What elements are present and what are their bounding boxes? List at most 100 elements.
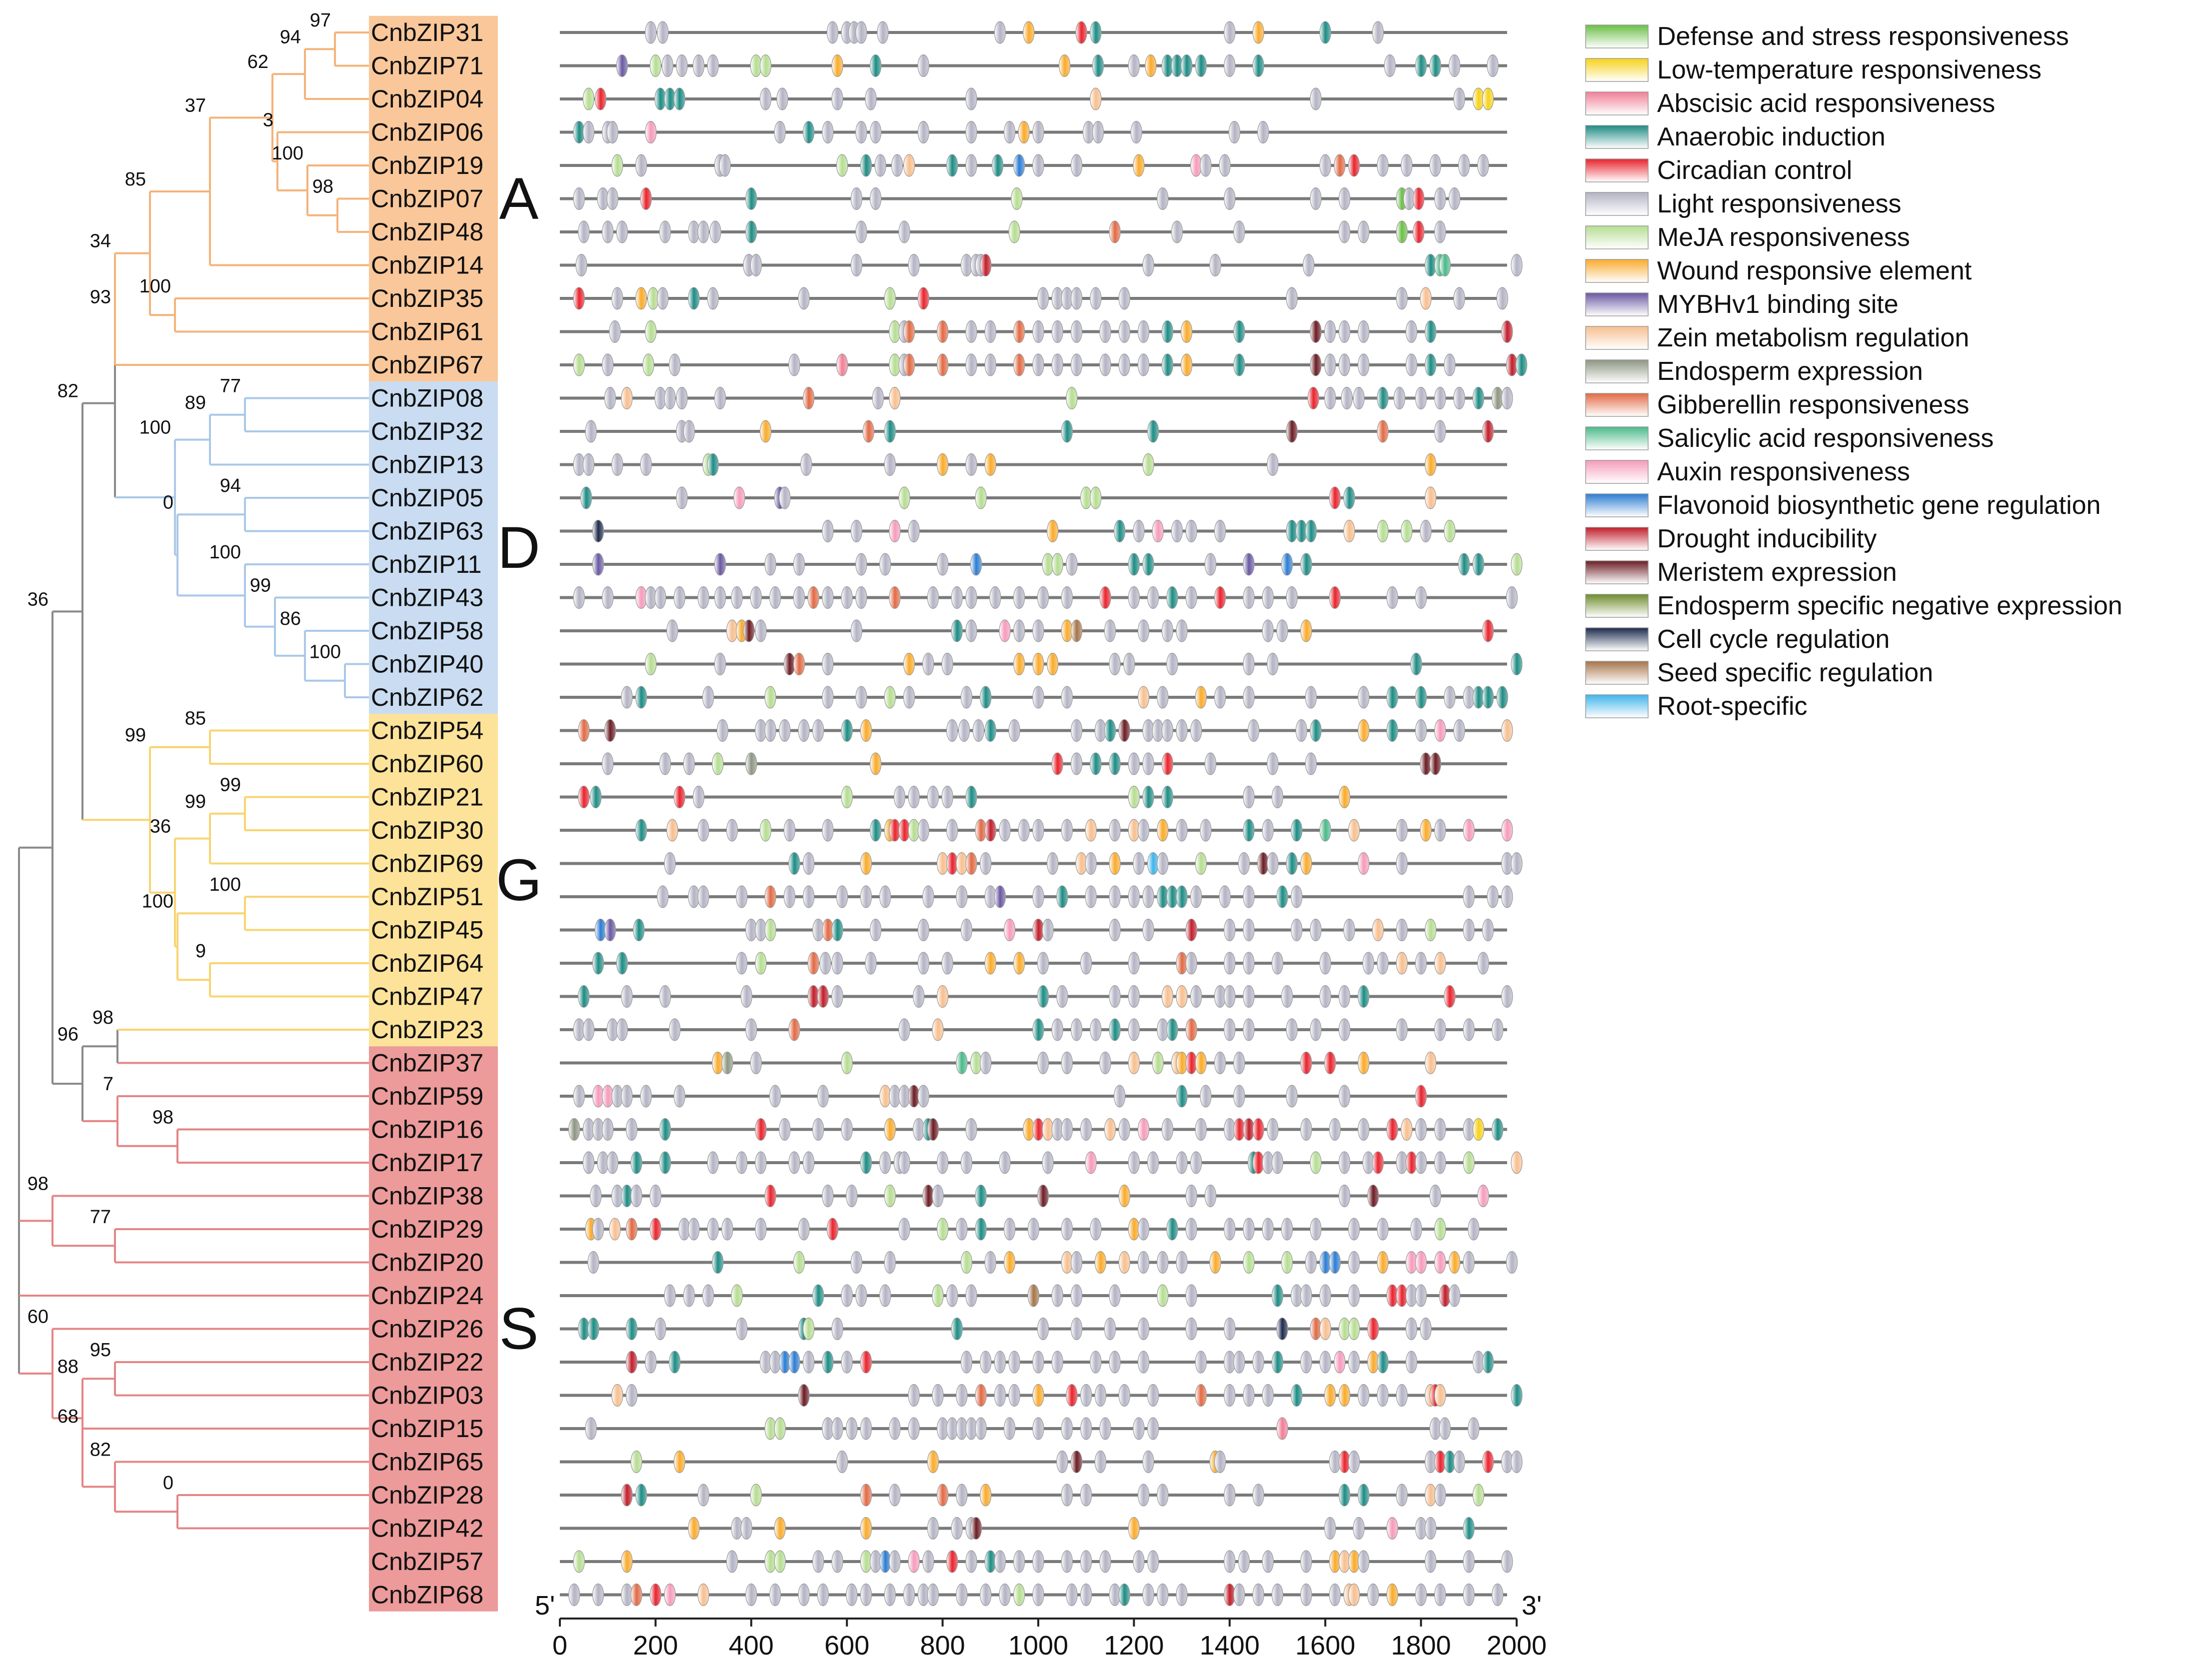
cis-element-mark <box>1310 320 1322 343</box>
cis-element-mark <box>1386 586 1398 609</box>
cis-element-mark <box>594 87 606 110</box>
cis-element-mark <box>1051 1018 1063 1041</box>
cis-element-mark <box>960 918 973 942</box>
cis-element-mark <box>1147 1417 1159 1440</box>
cis-element-mark <box>1348 1450 1360 1474</box>
cis-element-mark <box>1303 253 1315 277</box>
cis-element-mark <box>1157 1484 1169 1507</box>
cis-element-mark <box>625 1118 638 1141</box>
cis-element-mark <box>764 719 776 742</box>
cis-element-mark <box>1252 54 1264 77</box>
gene-label: CnbZIP21 <box>371 783 483 811</box>
cis-element-mark <box>688 287 700 310</box>
cis-element-mark <box>860 1151 872 1174</box>
cis-element-mark <box>1310 1018 1322 1041</box>
cis-element-mark <box>1114 1085 1126 1108</box>
cis-element-mark <box>1023 21 1035 44</box>
cis-element-mark <box>850 253 862 277</box>
cis-element-mark <box>1348 154 1360 177</box>
cis-element-mark <box>941 785 953 809</box>
cis-element-mark <box>1037 985 1049 1008</box>
cis-element-mark <box>1109 752 1121 775</box>
cis-element-mark <box>726 1550 738 1573</box>
cis-element-mark <box>1161 985 1173 1008</box>
cis-element-mark <box>836 154 848 177</box>
cis-element-mark <box>602 1118 614 1141</box>
cis-element-mark <box>1501 386 1513 410</box>
gene-label: CnbZIP11 <box>371 550 481 578</box>
cis-element-mark <box>1219 154 1231 177</box>
cis-element-mark <box>1338 1018 1351 1041</box>
cis-element-mark <box>712 752 724 775</box>
bootstrap-value: 93 <box>90 286 111 307</box>
cis-element-mark <box>645 320 657 343</box>
cis-element-mark <box>1271 785 1284 809</box>
cis-element-mark <box>1338 1151 1351 1174</box>
cis-element-mark <box>1243 985 1255 1008</box>
cis-element-mark <box>1147 1384 1159 1407</box>
cis-element-mark <box>1286 420 1298 443</box>
cis-element-mark <box>960 686 973 709</box>
cis-element-mark <box>1453 719 1465 742</box>
cis-element-mark <box>1032 353 1044 376</box>
gene-label: CnbZIP65 <box>371 1448 483 1476</box>
cis-element-mark <box>1118 1384 1130 1407</box>
gene-label: CnbZIP24 <box>371 1282 483 1310</box>
cis-element-mark <box>1286 287 1298 310</box>
axis-tick-label: 1000 <box>1008 1631 1068 1661</box>
cis-element-mark <box>707 453 719 476</box>
cis-element-mark <box>1099 320 1111 343</box>
cis-element-mark <box>1128 586 1140 609</box>
cis-element-mark <box>1204 752 1217 775</box>
cis-element-mark <box>1482 686 1494 709</box>
cis-element-mark <box>645 652 657 676</box>
cis-element-mark <box>1420 1317 1432 1341</box>
gene-label: CnbZIP61 <box>371 318 483 346</box>
gene-label: CnbZIP68 <box>371 1581 483 1609</box>
axis-tick-label: 400 <box>729 1631 774 1661</box>
gene-label: CnbZIP37 <box>371 1049 483 1077</box>
cis-element-mark <box>1080 1484 1092 1507</box>
cis-element-mark <box>573 287 585 310</box>
cis-element-mark <box>1319 1317 1331 1341</box>
cis-element-mark <box>1324 1384 1336 1407</box>
cis-element-mark <box>779 719 791 742</box>
cis-element-mark <box>1104 1317 1116 1341</box>
cis-element-mark <box>980 1351 992 1374</box>
axis-tick-label: 600 <box>824 1631 869 1661</box>
cis-element-mark <box>1492 1118 1504 1141</box>
cis-element-mark <box>1157 819 1169 842</box>
axis-tick-label: 1800 <box>1391 1631 1451 1661</box>
cis-element-mark <box>1448 1251 1461 1274</box>
cis-element-mark <box>1434 819 1446 842</box>
cis-element-mark <box>602 586 614 609</box>
cis-element-mark <box>1003 1218 1016 1241</box>
bootstrap-value: 100 <box>209 542 241 563</box>
cis-element-mark <box>956 1384 968 1407</box>
legend-label: Low-temperature responsiveness <box>1657 55 2042 84</box>
cis-element-mark <box>870 187 882 210</box>
cis-element-mark <box>994 1384 1006 1407</box>
cis-element-mark <box>649 1218 662 1241</box>
cis-element-mark <box>1267 752 1279 775</box>
cis-element-mark <box>1070 1284 1083 1307</box>
gene-label: CnbZIP31 <box>371 18 483 46</box>
bootstrap-value: 89 <box>185 392 206 413</box>
gene-label: CnbZIP22 <box>371 1348 483 1376</box>
cis-element-mark <box>1224 187 1236 210</box>
cis-element-mark <box>956 1484 968 1507</box>
cis-element-mark <box>1453 386 1465 410</box>
gene-label: CnbZIP23 <box>371 1016 483 1044</box>
cis-element-mark <box>965 353 977 376</box>
cis-element-mark <box>745 752 757 775</box>
bootstrap-value: 98 <box>312 176 333 197</box>
cis-element-mark <box>999 1151 1011 1174</box>
cis-element-mark <box>776 87 788 110</box>
cis-element-mark <box>1051 553 1063 576</box>
cis-element-mark <box>793 1251 805 1274</box>
cis-element-mark <box>822 819 834 842</box>
cis-element-mark <box>936 320 949 343</box>
legend-label: Anaerobic induction <box>1657 122 1886 151</box>
cis-element-mark <box>917 287 929 310</box>
